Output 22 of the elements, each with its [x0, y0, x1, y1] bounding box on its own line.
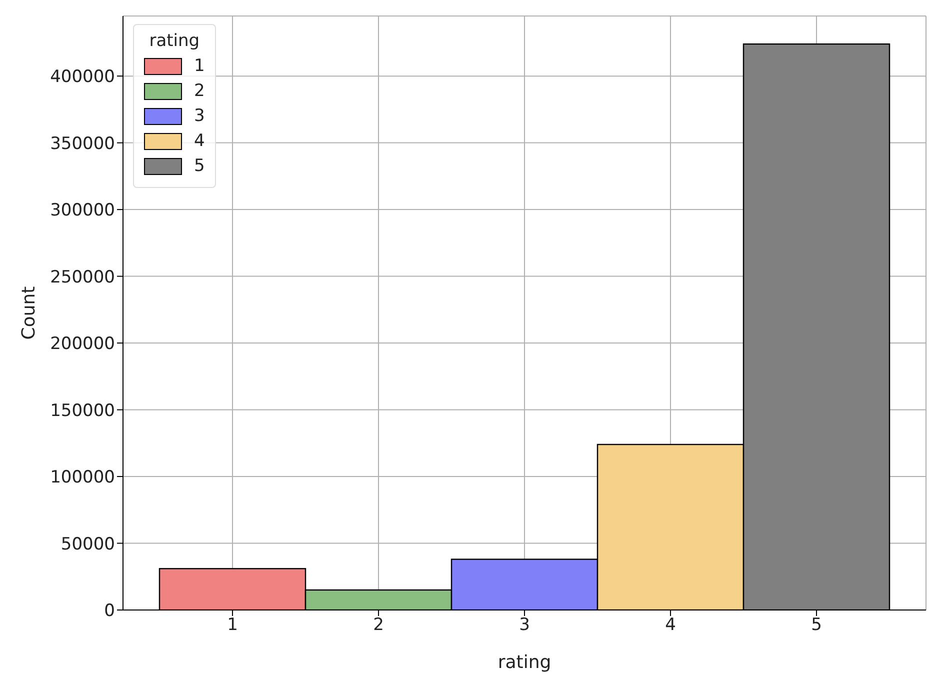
- x-tick-label: 2: [373, 615, 384, 636]
- legend-label: 3: [194, 106, 205, 126]
- legend-label: 5: [194, 156, 205, 176]
- x-axis-title: rating: [498, 652, 552, 673]
- y-tick-label: 150000: [50, 400, 115, 421]
- y-tick-label: 200000: [50, 334, 115, 354]
- y-axis-title: Count: [18, 286, 40, 340]
- x-tick-label: 1: [227, 615, 238, 636]
- x-tick-label: 3: [519, 615, 530, 636]
- y-tick-label: 400000: [50, 67, 115, 88]
- x-tick-label: 5: [811, 615, 822, 636]
- legend-label: 2: [194, 81, 205, 101]
- y-tick-label: 300000: [50, 200, 115, 221]
- legend-label: 4: [194, 131, 205, 151]
- legend-title: rating: [148, 31, 201, 51]
- y-tick-label: 250000: [50, 267, 115, 288]
- x-tick-label: 4: [665, 615, 676, 636]
- y-tick-label: 50000: [60, 534, 115, 554]
- y-tick-label: 350000: [50, 134, 115, 154]
- y-tick-label: 0: [104, 601, 115, 622]
- y-tick-label: 100000: [50, 468, 115, 488]
- legend-label: 1: [194, 56, 205, 76]
